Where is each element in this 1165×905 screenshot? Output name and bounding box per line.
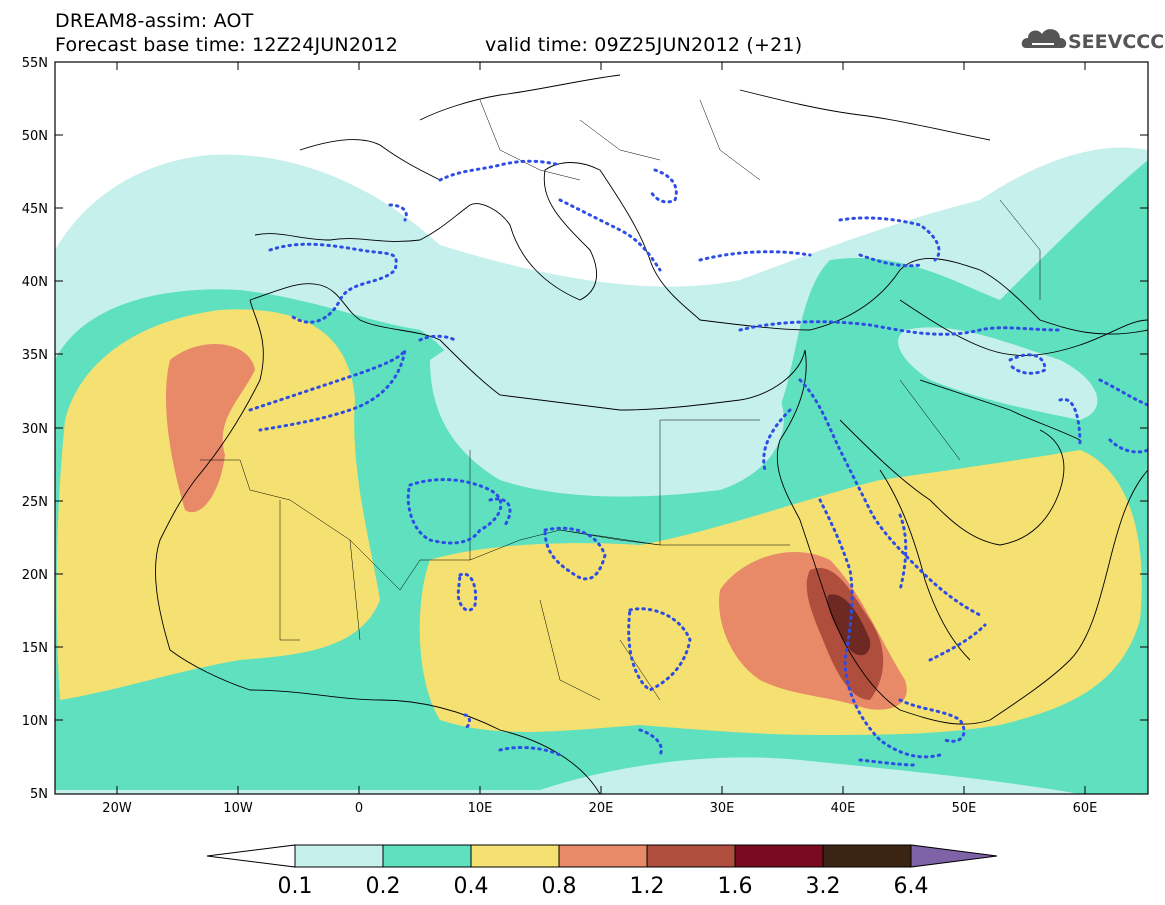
lon-label: 10W [223, 801, 253, 816]
forecast-base-time: Forecast base time: 12Z24JUN2012 [55, 34, 398, 56]
colorbar-label: 0.1 [278, 874, 313, 899]
colorbar-bin [470, 844, 560, 868]
lat-label: 45N [22, 202, 48, 217]
aot-band-0.8-west [165, 343, 255, 513]
cloud-icon [1021, 29, 1067, 48]
colorbar-label: 1.6 [718, 874, 753, 899]
lon-label: 30E [710, 801, 735, 816]
valid-time: valid time: 09Z25JUN2012 (+21) [485, 34, 803, 56]
colorbar-bin [734, 844, 824, 868]
colorbar-bin [558, 844, 648, 868]
lon-label: 50E [952, 801, 977, 816]
lat-label: 35N [22, 348, 48, 363]
lon-label: 20E [589, 801, 614, 816]
lon-label: 60E [1073, 801, 1098, 816]
lat-label: 5N [30, 787, 48, 802]
lon-label: 0 [355, 801, 363, 816]
colorbar-label: 1.2 [630, 874, 665, 899]
logo-text: SEEVCCC [1068, 31, 1164, 53]
lat-label: 15N [22, 641, 48, 656]
lat-label: 20N [22, 568, 48, 583]
longitude-axis: 20W 10W 0 10E 20E 30E 40E 50E 60E [102, 62, 1097, 816]
lat-label: 10N [22, 714, 48, 729]
lat-label: 40N [22, 275, 48, 290]
lat-label: 30N [22, 422, 48, 437]
colorbar-bin [382, 844, 472, 868]
aot-contours [248, 159, 1148, 767]
lat-label: 50N [22, 129, 48, 144]
dust-field [55, 62, 1148, 794]
latitude-axis: 55N 50N 45N 40N 35N 30N 25N 20N 15N 10N … [22, 56, 1148, 802]
lon-label: 40E [831, 801, 856, 816]
aot-band-0.1-center [430, 321, 784, 497]
colorbar-label: 3.2 [806, 874, 841, 899]
lon-label: 10E [468, 801, 493, 816]
colorbar-bin [822, 844, 912, 868]
colorbar-label: 0.2 [366, 874, 401, 899]
lat-label: 55N [22, 56, 48, 71]
colorbar-over-arrow [910, 844, 998, 868]
aot-band-0.4-west [56, 309, 380, 700]
colorbar-bin [646, 844, 736, 868]
colorbar-under-arrow [206, 844, 296, 868]
aot-band-0.1-east [898, 327, 1098, 420]
colorbar-label: 0.4 [454, 874, 489, 899]
country-borders [200, 99, 1041, 701]
colorbar-bin [294, 844, 384, 868]
map-title: DREAM8-assim: AOT [55, 10, 254, 32]
lon-label: 20W [102, 801, 132, 816]
colorbar-label: 6.4 [894, 874, 929, 899]
lat-label: 25N [22, 495, 48, 510]
colorbar: 0.1 0.2 0.4 0.8 1.2 1.6 3.2 6.4 [206, 844, 998, 899]
colorbar-label: 0.8 [542, 874, 577, 899]
coastlines [155, 74, 1148, 794]
